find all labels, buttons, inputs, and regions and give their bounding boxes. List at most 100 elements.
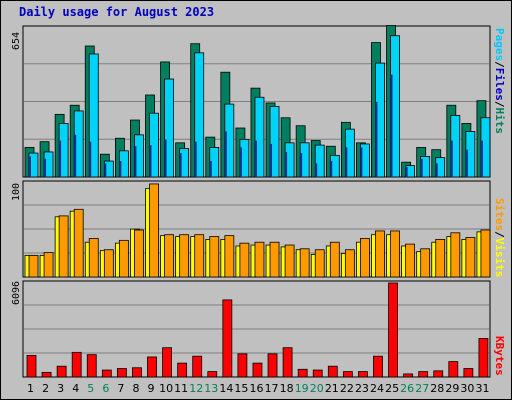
bar-sites-day-22 [344,249,355,278]
bar-kbytes-day-13 [207,371,218,378]
bar-sites-day-19 [299,248,310,278]
legend-middle: Sites/Visits [493,198,506,278]
legend-bottom: KBytes [493,336,506,376]
bar-kbytes-day-17 [267,353,278,378]
day-label-15: 15 [234,382,248,395]
bar-pages-day-1 [29,156,31,177]
day-label-4: 4 [72,382,79,395]
legend-files: Files [493,68,506,101]
bar-kbytes-day-4 [71,351,82,378]
day-label-20: 20 [310,382,324,395]
bar-sites-day-17 [269,241,280,278]
bar-pages-day-27 [420,158,423,177]
bar-kbytes-day-29 [448,361,459,378]
day-label-17: 17 [265,382,279,395]
bar-files-day-12 [194,52,205,178]
day-label-29: 29 [445,382,459,395]
day-label-6: 6 [102,382,109,395]
bar-sites-day-11 [179,234,190,278]
day-label-8: 8 [132,382,139,395]
bar-sites-day-16 [254,241,265,278]
bar-pages-day-18 [285,151,288,177]
bar-pages-day-15 [239,147,242,177]
bar-kbytes-day-15 [237,353,248,378]
bar-pages-day-6 [104,163,107,177]
bar-sites-day-30 [465,237,476,278]
legend-pages: Pages [493,28,506,61]
legend-separator: / [493,101,506,108]
legend-top: Pages/Files/Hits [493,28,506,134]
legend-separator: / [493,231,506,238]
bar-kbytes-day-12 [192,355,203,378]
bar-pages-day-14 [224,131,227,177]
bar-files-day-17 [269,105,280,178]
legend-hits: Hits [493,108,506,135]
day-label-5: 5 [87,382,94,395]
bar-pages-day-16 [254,140,257,177]
bar-files-day-16 [254,96,265,178]
bar-kbytes-day-25 [388,282,398,378]
bar-pages-day-10 [164,139,167,177]
bar-pages-day-20 [315,163,318,177]
bar-pages-day-5 [89,141,92,177]
day-label-19: 19 [295,382,309,395]
bar-kbytes-day-19 [297,368,308,378]
bar-pages-day-11 [179,153,182,177]
bar-kbytes-day-31 [478,338,489,378]
bar-kbytes-day-18 [282,347,293,378]
bar-kbytes-day-23 [358,371,368,378]
bar-kbytes-day-3 [56,365,67,378]
bar-sites-day-4 [73,208,84,278]
day-label-27: 27 [415,382,429,395]
day-label-1: 1 [27,382,34,395]
day-label-24: 24 [370,382,384,395]
bar-kbytes-day-28 [433,370,444,378]
bar-kbytes-day-14 [222,299,233,378]
bar-pages-day-22 [345,147,348,177]
legend-sites: Sites [493,198,506,231]
day-label-22: 22 [340,382,354,395]
chart-title: Daily usage for August 2023 [19,5,215,19]
day-label-13: 13 [204,382,218,395]
ytick-top-max: 654 [11,32,22,50]
bar-pages-day-24 [375,101,378,177]
bar-sites-day-1 [28,254,39,278]
bar-sites-day-25 [390,230,400,278]
bar-pages-day-23 [360,147,363,177]
bar-kbytes-day-26 [403,373,414,378]
bar-sites-day-21 [329,241,340,278]
bar-pages-day-19 [300,153,303,177]
day-label-30: 30 [460,382,474,395]
bar-kbytes-day-5 [86,354,97,378]
day-label-16: 16 [250,382,264,395]
bar-files-day-5 [88,53,99,178]
bar-kbytes-day-27 [418,371,429,378]
legend-separator: / [493,61,506,68]
bar-pages-day-29 [450,140,453,177]
bar-sites-day-15 [239,242,250,278]
bar-pages-day-26 [405,166,408,177]
bar-sites-day-5 [88,238,99,278]
bar-kbytes-day-6 [101,369,112,378]
bar-sites-day-9 [149,183,159,278]
ytick-middle-max: 100 [11,183,22,201]
legend-kbytes: KBytes [493,336,506,376]
bar-sites-day-10 [164,234,174,278]
bar-kbytes-day-24 [373,355,383,378]
bar-pages-day-9 [149,145,152,177]
bar-pages-day-8 [134,146,137,177]
day-label-28: 28 [430,382,444,395]
bar-pages-day-30 [465,149,468,177]
bar-sites-day-27 [420,248,431,278]
bar-sites-day-29 [450,232,461,278]
bar-sites-day-28 [435,238,446,278]
bar-kbytes-day-22 [342,371,353,378]
bar-sites-day-13 [209,236,220,278]
bar-sites-day-26 [405,243,416,278]
bar-kbytes-day-30 [463,368,474,378]
bar-kbytes-day-1 [26,355,37,378]
bar-sites-day-3 [58,215,69,278]
bar-sites-day-20 [314,249,325,278]
bar-kbytes-day-9 [147,356,157,378]
